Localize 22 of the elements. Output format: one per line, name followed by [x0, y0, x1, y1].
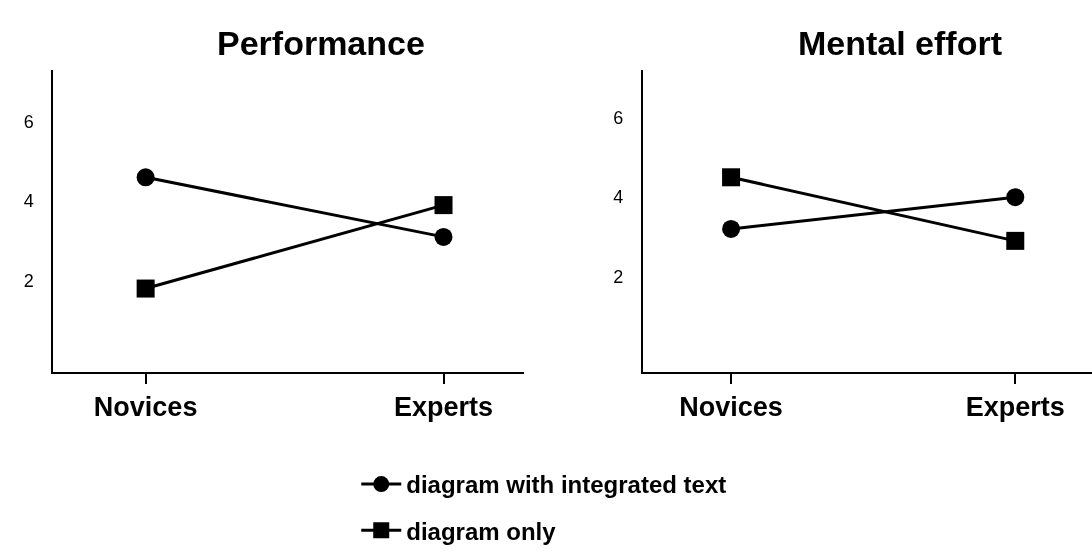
y-tick-label: 6 [613, 107, 624, 128]
point [136, 279, 155, 298]
point [722, 219, 741, 238]
point [434, 227, 453, 246]
y-tick-label: 4 [23, 191, 34, 212]
x-tick-label: Experts [393, 392, 494, 423]
y-tick-label: 2 [613, 266, 624, 287]
x-tick-label: Novices [93, 392, 198, 423]
chart-title: Mental effort [798, 24, 1002, 62]
x-tick-label: Experts [965, 392, 1065, 423]
point [1006, 188, 1025, 207]
point [434, 196, 453, 215]
y-tick-label: 6 [23, 111, 34, 132]
y-tick-label: 2 [23, 270, 34, 291]
x-tick-label: Novices [679, 392, 783, 423]
legend-label: diagram with integrated text [406, 471, 727, 499]
chart-title: Performance [217, 24, 425, 62]
legend-label: diagram only [406, 517, 557, 545]
point [1006, 231, 1025, 250]
y-tick-label: 4 [613, 187, 624, 208]
point [136, 168, 155, 187]
point [722, 168, 741, 187]
